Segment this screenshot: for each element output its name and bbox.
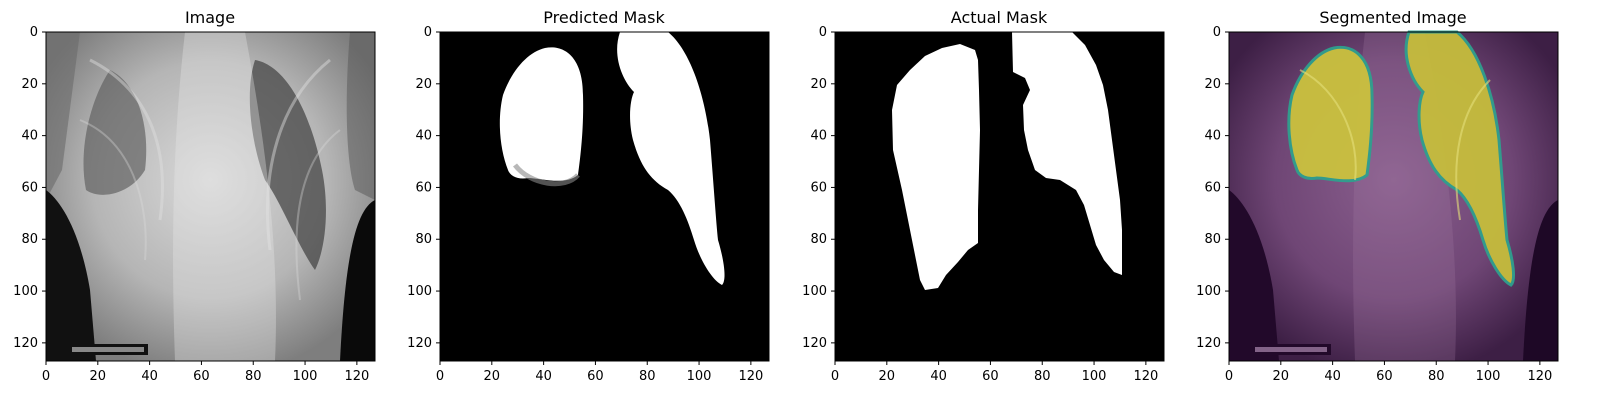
x-tick-label: 20: [879, 369, 896, 384]
x-tick-label: 0: [42, 369, 50, 384]
y-tick-label: 20: [21, 77, 38, 92]
y-tick-label: 100: [407, 284, 432, 299]
y-tick-label: 100: [13, 284, 38, 299]
y-tick-label: 120: [407, 336, 432, 351]
axes-frame: [45, 31, 376, 362]
x-tick-label: 60: [1376, 369, 1393, 384]
y-tick-label: 40: [810, 129, 827, 144]
y-tick-label: 100: [802, 284, 827, 299]
y-tick-label: 40: [21, 129, 38, 144]
y-tick-label: 60: [21, 180, 38, 195]
x-ticks: 0 20 40 60 80 100 120: [436, 361, 763, 384]
x-tick-label: 60: [193, 369, 210, 384]
panel-segmented-image: Segmented Image 0 20 40 60 80 100 120 0 20 40 60 8…: [1196, 8, 1559, 384]
y-tick-label: 40: [415, 129, 432, 144]
y-tick-label: 60: [810, 180, 827, 195]
y-tick-label: 60: [1204, 180, 1221, 195]
y-ticks: 0 20 40 60 80 100 120: [1196, 25, 1229, 351]
y-tick-label: 80: [415, 232, 432, 247]
y-tick-label: 0: [1213, 25, 1221, 40]
x-tick-label: 20: [90, 369, 107, 384]
x-tick-label: 60: [982, 369, 999, 384]
x-tick-label: 0: [1225, 369, 1233, 384]
x-tick-label: 120: [344, 369, 369, 384]
image-content: [46, 32, 375, 361]
x-tick-label: 100: [293, 369, 318, 384]
panel-predicted-mask: Predicted Mask 0 20 40 60 80 100 120 0 20 40 60 80…: [407, 8, 770, 384]
y-tick-label: 0: [819, 25, 827, 40]
y-ticks: 0 20 40 60 80 100 120: [407, 25, 440, 351]
x-tick-label: 120: [1133, 369, 1158, 384]
predicted-mask-content: [440, 32, 769, 361]
x-tick-label: 0: [831, 369, 839, 384]
y-tick-label: 0: [30, 25, 38, 40]
y-tick-label: 80: [1204, 232, 1221, 247]
x-tick-label: 80: [1034, 369, 1051, 384]
x-tick-label: 80: [639, 369, 656, 384]
y-tick-label: 120: [802, 336, 827, 351]
x-tick-label: 100: [1082, 369, 1107, 384]
panel-actual-mask: Actual Mask 0 20 40 60 80 100 120 0 20 40 60 80 100…: [802, 8, 1165, 384]
y-tick-label: 20: [415, 77, 432, 92]
x-tick-label: 20: [484, 369, 501, 384]
actual-mask-content: [835, 32, 1164, 361]
y-tick-label: 20: [1204, 77, 1221, 92]
x-ticks: 0 20 40 60 80 100 120: [42, 361, 369, 384]
y-ticks: 0 20 40 60 80 100 120: [802, 25, 835, 351]
x-tick-label: 80: [245, 369, 262, 384]
y-tick-label: 120: [13, 336, 38, 351]
x-ticks: 0 20 40 60 80 100 120: [1225, 361, 1552, 384]
panel-title: Segmented Image: [1319, 8, 1466, 27]
y-tick-label: 60: [415, 180, 432, 195]
axes-frame: [1228, 31, 1559, 362]
x-tick-label: 40: [1324, 369, 1341, 384]
x-tick-label: 0: [436, 369, 444, 384]
panel-image: Image 0 20 40 60 80 100 120 0 20 40 60 80 100 120: [13, 8, 376, 384]
panel-title: Image: [185, 8, 235, 27]
axes-frame: [834, 31, 1165, 362]
x-tick-label: 40: [930, 369, 947, 384]
x-tick-label: 100: [687, 369, 712, 384]
x-ticks: 0 20 40 60 80 100 120: [831, 361, 1158, 384]
axes-frame: [439, 31, 770, 362]
y-tick-label: 100: [1196, 284, 1221, 299]
x-tick-label: 40: [535, 369, 552, 384]
y-tick-label: 20: [810, 77, 827, 92]
x-tick-label: 120: [738, 369, 763, 384]
x-tick-label: 40: [141, 369, 158, 384]
x-tick-label: 60: [587, 369, 604, 384]
y-tick-label: 40: [1204, 129, 1221, 144]
y-tick-label: 120: [1196, 336, 1221, 351]
x-tick-label: 20: [1273, 369, 1290, 384]
x-tick-label: 100: [1476, 369, 1501, 384]
y-ticks: 0 20 40 60 80 100 120: [13, 25, 46, 351]
x-tick-label: 80: [1428, 369, 1445, 384]
segmented-image-content: [1229, 30, 1558, 361]
x-tick-label: 120: [1527, 369, 1552, 384]
y-tick-label: 0: [424, 25, 432, 40]
panel-title: Predicted Mask: [543, 8, 665, 27]
y-tick-label: 80: [810, 232, 827, 247]
panel-title: Actual Mask: [951, 8, 1048, 27]
y-tick-label: 80: [21, 232, 38, 247]
